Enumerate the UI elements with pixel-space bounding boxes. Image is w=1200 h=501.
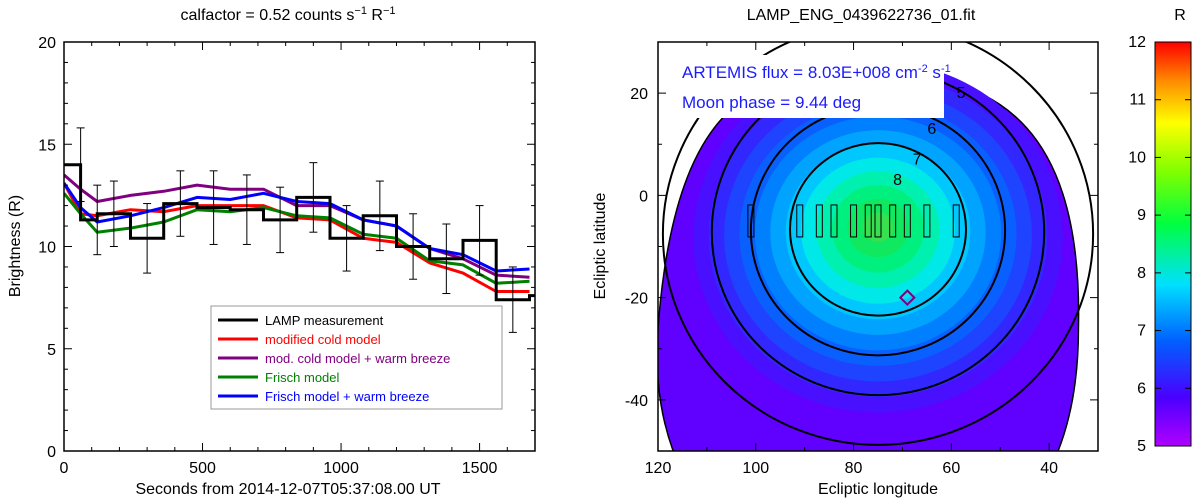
right-y-axis-label: Ecliptic latitude [592,193,609,300]
slit-footprint [830,204,838,238]
contour-label: 6 [927,121,936,138]
y-tick-label: 20 [38,35,56,52]
annotation-background [672,55,944,118]
right-chart-title: LAMP_ENG_0439622736_01.fit [747,7,976,24]
x-tick-label: 80 [845,460,863,477]
x-tick-label: 100 [742,460,769,477]
x-tick-label: 0 [60,460,69,477]
right-axis-ticks: 120 100 80 60 40 -40 -20 0 20 [625,41,1098,477]
colorbar: R 5 6 7 8 9 10 11 12 [1128,7,1192,455]
legend-label: Frisch model [265,370,340,385]
legend-label: LAMP measurement [265,313,384,328]
left-plot-series [64,127,535,333]
brightness-band [862,212,894,242]
slit-footprint [815,204,823,238]
annotation-box: ARTEMIS flux = 8.03E+008 cm-2 s-1 Moon p… [672,55,951,118]
y-tick-label: 5 [47,342,56,359]
left-axis-ticks: 0 500 1000 1500 0 5 10 15 20 [38,35,535,477]
legend-label: modified cold model [265,332,381,347]
artemis-flux-annotation: ARTEMIS flux = 8.03E+008 cm-2 s-1 [682,63,951,82]
slit-footprint [796,204,804,238]
x-tick-label: 40 [1040,460,1058,477]
x-tick-label: 1000 [323,460,359,477]
legend-label: mod. cold model + warm breeze [265,351,450,366]
measurement-step-line [64,163,535,302]
colorbar-tick-label: 12 [1128,34,1146,51]
slit-footprint [864,204,872,238]
contour-label: 8 [893,172,902,189]
slit-footprint [889,204,897,238]
colorbar-ticks: 5 6 7 8 9 10 11 12 [1128,34,1191,455]
y-tick-label: 15 [38,137,56,154]
colorbar-tick-label: 7 [1137,323,1146,340]
sky-map-panel: LAMP_ENG_0439622736_01.fit 5 678 120 100 80… [592,7,1099,498]
left-chart-title: calfactor = 0.52 counts s−1 R−1 [181,5,396,24]
legend: LAMP measurement modified cold model mod. … [210,305,503,410]
colorbar-tick-label: 9 [1137,207,1146,224]
contour-level-5 [661,42,1095,446]
colorbar-tick-label: 11 [1129,92,1146,109]
y-tick-label: 10 [38,240,56,257]
x-tick-label: 500 [189,460,216,477]
y-tick-label: -20 [625,291,648,308]
slit-footprint [923,204,931,238]
legend-label: Frisch model + warm breeze [265,389,429,404]
sky-map-heatmap: 5 678 [658,42,1095,451]
y-tick-label: -40 [625,393,648,410]
colorbar-gradient [1154,41,1192,447]
legend-box [210,305,503,410]
x-tick-label: 1500 [462,460,498,477]
colorbar-tick-label: 5 [1137,438,1146,455]
colorbar-tick-label: 10 [1128,149,1146,166]
colorbar-tick-label: 8 [1137,265,1146,282]
right-x-axis-label: Ecliptic longitude [818,481,938,498]
y-tick-label: 0 [47,444,56,461]
moon-phase-annotation: Moon phase = 9.44 deg [682,93,861,112]
colorbar-label: R [1174,7,1186,24]
y-tick-label: 0 [639,188,648,205]
slit-footprint [850,204,858,238]
left-x-axis-label: Seconds from 2014-12-07T05:37:08.00 UT [135,481,440,498]
slit-footprint [952,204,960,238]
diamond-marker [898,289,916,307]
brightness-time-series-panel: calfactor = 0.52 counts s−1 R−1 0 500 1000… [7,5,536,498]
slit-footprint [903,204,911,238]
slit-footprint [874,204,882,238]
x-tick-label: 120 [645,460,672,477]
contour-label: 7 [913,152,922,169]
x-tick-label: 60 [942,460,960,477]
slit-footprint [747,204,755,238]
y-tick-label: 20 [630,86,648,103]
colorbar-tick-label: 6 [1137,380,1146,397]
left-y-axis-label: Brightness (R) [7,195,24,297]
contour-level-8 [789,142,967,317]
contour-label: 5 [957,85,966,102]
